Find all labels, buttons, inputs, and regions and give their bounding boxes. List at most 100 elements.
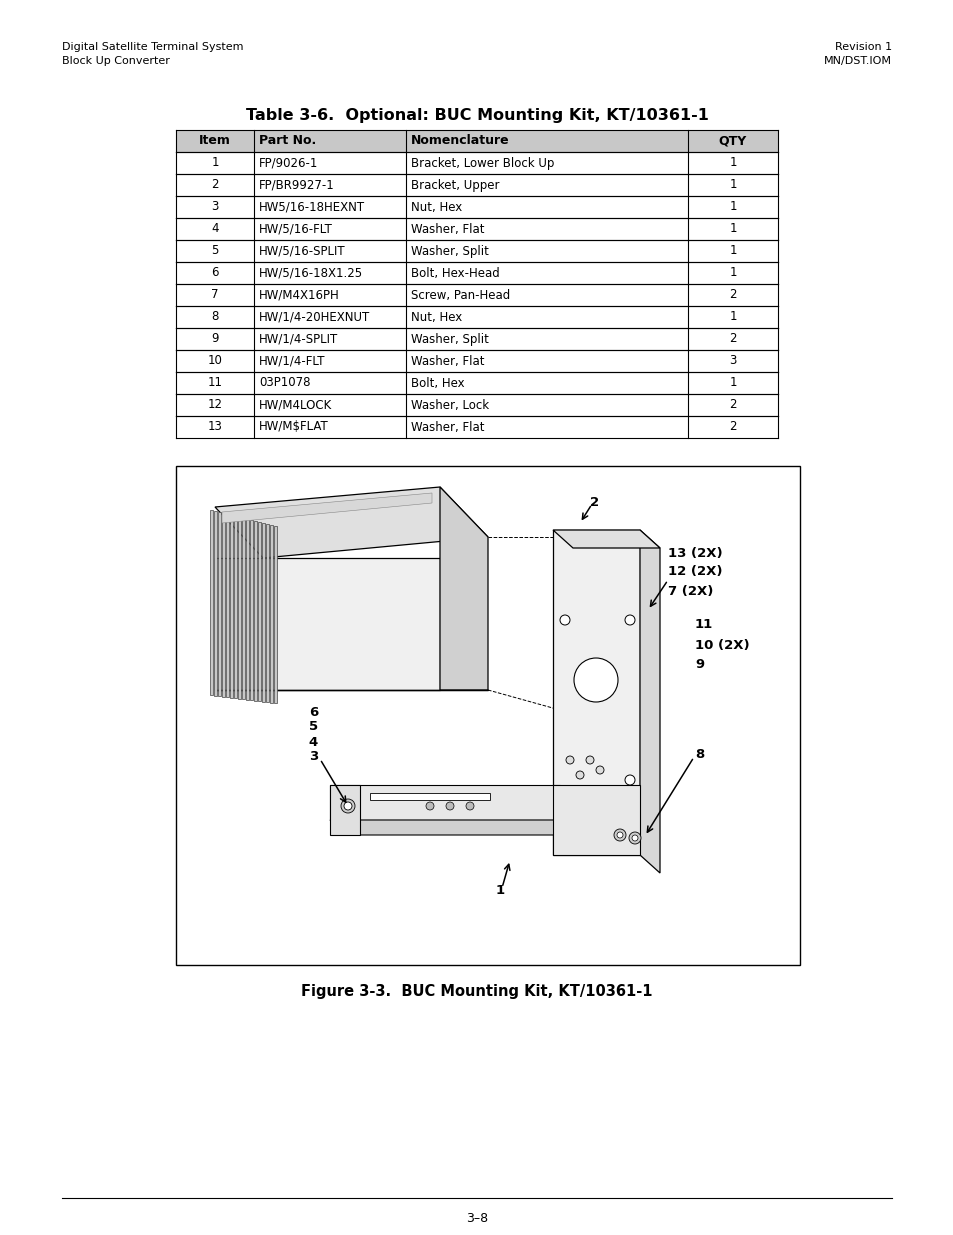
Polygon shape xyxy=(266,524,269,701)
Text: HW/M$FLAT: HW/M$FLAT xyxy=(258,420,329,433)
Polygon shape xyxy=(246,519,249,699)
Text: 1: 1 xyxy=(728,157,736,169)
Text: 1: 1 xyxy=(728,245,736,258)
Text: Bracket, Lower Block Up: Bracket, Lower Block Up xyxy=(411,157,554,169)
Text: HW/M4LOCK: HW/M4LOCK xyxy=(258,399,332,411)
Circle shape xyxy=(465,802,474,810)
Text: 6: 6 xyxy=(211,267,218,279)
Text: 1: 1 xyxy=(728,310,736,324)
Polygon shape xyxy=(330,785,559,820)
Text: HW/5/16-18X1.25: HW/5/16-18X1.25 xyxy=(258,267,363,279)
Text: Nut, Hex: Nut, Hex xyxy=(411,200,462,214)
Polygon shape xyxy=(222,493,432,522)
Text: MN/DST.IOM: MN/DST.IOM xyxy=(823,56,891,65)
Text: Washer, Flat: Washer, Flat xyxy=(411,420,484,433)
Polygon shape xyxy=(262,522,265,701)
Polygon shape xyxy=(242,517,245,699)
Text: 8: 8 xyxy=(212,310,218,324)
Text: 8: 8 xyxy=(695,748,703,762)
Polygon shape xyxy=(257,522,261,701)
Text: Nut, Hex: Nut, Hex xyxy=(411,310,462,324)
Bar xyxy=(175,130,778,152)
Polygon shape xyxy=(226,514,229,697)
Text: Table 3-6.  Optional: BUC Mounting Kit, KT/10361-1: Table 3-6. Optional: BUC Mounting Kit, K… xyxy=(245,107,708,124)
Polygon shape xyxy=(230,515,233,698)
Text: Item: Item xyxy=(199,135,231,147)
Text: HW/1/4-20HEXNUT: HW/1/4-20HEXNUT xyxy=(258,310,370,324)
Text: 3: 3 xyxy=(212,200,218,214)
Text: 1: 1 xyxy=(728,179,736,191)
Text: 2: 2 xyxy=(728,289,736,301)
Text: Washer, Split: Washer, Split xyxy=(411,245,488,258)
Text: 10: 10 xyxy=(208,354,222,368)
Text: 3–8: 3–8 xyxy=(465,1212,488,1225)
Polygon shape xyxy=(210,510,213,695)
Text: 7: 7 xyxy=(211,289,218,301)
Polygon shape xyxy=(439,487,488,690)
Text: Digital Satellite Terminal System: Digital Satellite Terminal System xyxy=(62,42,243,52)
Circle shape xyxy=(617,832,622,839)
Text: 1: 1 xyxy=(211,157,218,169)
Text: 4: 4 xyxy=(211,222,218,236)
Text: 12 (2X): 12 (2X) xyxy=(667,566,721,578)
Text: Screw, Pan-Head: Screw, Pan-Head xyxy=(411,289,510,301)
Circle shape xyxy=(344,802,352,810)
Text: 1: 1 xyxy=(495,883,504,897)
Circle shape xyxy=(574,658,618,701)
Circle shape xyxy=(614,829,625,841)
Text: Nomenclature: Nomenclature xyxy=(411,135,509,147)
Text: 03P1078: 03P1078 xyxy=(258,377,310,389)
Text: 2: 2 xyxy=(728,332,736,346)
Text: 11: 11 xyxy=(695,619,713,631)
Polygon shape xyxy=(214,487,488,558)
Text: Figure 3-3.  BUC Mounting Kit, KT/10361-1: Figure 3-3. BUC Mounting Kit, KT/10361-1 xyxy=(301,984,652,999)
Text: 2: 2 xyxy=(211,179,218,191)
Text: 1: 1 xyxy=(728,377,736,389)
Text: 10 (2X): 10 (2X) xyxy=(695,638,749,652)
Text: HW/M4X16PH: HW/M4X16PH xyxy=(258,289,339,301)
Text: Bolt, Hex: Bolt, Hex xyxy=(411,377,464,389)
Text: Washer, Flat: Washer, Flat xyxy=(411,222,484,236)
Text: HW/5/16-SPLIT: HW/5/16-SPLIT xyxy=(258,245,345,258)
Text: 1: 1 xyxy=(728,200,736,214)
Text: 12: 12 xyxy=(208,399,222,411)
Circle shape xyxy=(628,832,640,844)
Polygon shape xyxy=(253,521,256,700)
Text: 11: 11 xyxy=(208,377,222,389)
Polygon shape xyxy=(274,526,276,703)
Text: 3: 3 xyxy=(728,354,736,368)
Text: 4: 4 xyxy=(309,736,317,748)
Text: 13: 13 xyxy=(208,420,222,433)
Text: 3: 3 xyxy=(309,751,317,763)
Text: 2: 2 xyxy=(589,495,598,509)
Text: 7 (2X): 7 (2X) xyxy=(667,584,713,598)
Text: FP/9026-1: FP/9026-1 xyxy=(258,157,318,169)
Circle shape xyxy=(446,802,454,810)
Polygon shape xyxy=(553,785,639,855)
Circle shape xyxy=(596,766,603,774)
Text: 2: 2 xyxy=(728,420,736,433)
Circle shape xyxy=(565,756,574,764)
Text: QTY: QTY xyxy=(719,135,746,147)
Circle shape xyxy=(624,776,635,785)
Text: 2: 2 xyxy=(728,399,736,411)
Circle shape xyxy=(340,799,355,813)
Circle shape xyxy=(426,802,434,810)
Text: HW/5/16-FLT: HW/5/16-FLT xyxy=(258,222,333,236)
Text: 1: 1 xyxy=(728,267,736,279)
Circle shape xyxy=(559,615,569,625)
Text: FP/BR9927-1: FP/BR9927-1 xyxy=(258,179,335,191)
Polygon shape xyxy=(214,558,439,690)
Polygon shape xyxy=(218,513,221,697)
Text: 13 (2X): 13 (2X) xyxy=(667,547,721,559)
Text: Bolt, Hex-Head: Bolt, Hex-Head xyxy=(411,267,499,279)
Text: Revision 1: Revision 1 xyxy=(834,42,891,52)
Text: 1: 1 xyxy=(728,222,736,236)
Text: Washer, Flat: Washer, Flat xyxy=(411,354,484,368)
Polygon shape xyxy=(370,793,490,800)
Polygon shape xyxy=(639,530,659,873)
Text: Washer, Split: Washer, Split xyxy=(411,332,488,346)
Text: Bracket, Upper: Bracket, Upper xyxy=(411,179,499,191)
Text: 5: 5 xyxy=(212,245,218,258)
Polygon shape xyxy=(553,530,659,548)
